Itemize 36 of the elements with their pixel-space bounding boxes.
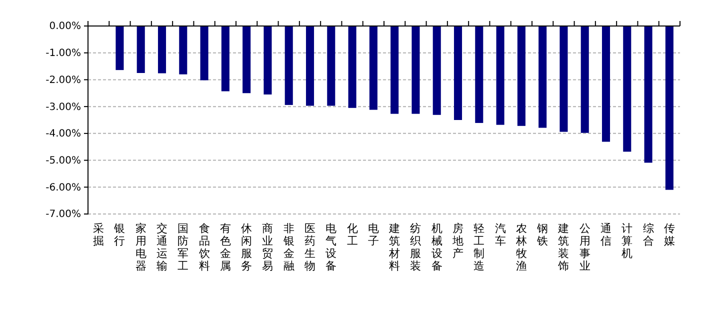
y-tick-label: 0.00% <box>49 21 81 32</box>
x-tick-label: 轻工制造 <box>474 222 485 272</box>
x-tick-label: 国防军工 <box>178 222 189 272</box>
x-tick-label: 建筑材料 <box>388 222 400 272</box>
x-tick-label: 钢铁 <box>536 222 548 248</box>
x-tick-label: 农林牧渔 <box>514 222 527 272</box>
x-tick-label: 休闲服务 <box>241 222 252 272</box>
x-tick-label: 有色金属 <box>220 222 231 272</box>
x-tick-label: 银行 <box>113 222 126 248</box>
x-tick-label: 家用电器 <box>135 222 146 272</box>
x-tick-label: 房地产 <box>452 222 464 260</box>
y-tick-label: -7.00% <box>46 209 81 220</box>
x-tick-label: 医药生物 <box>304 222 316 272</box>
x-tick-label: 公用事业 <box>579 222 590 272</box>
x-tick-label: 机械设备 <box>431 222 442 272</box>
x-tick-label: 汽车 <box>494 222 506 248</box>
y-tick-label: -5.00% <box>46 155 81 166</box>
x-tick-label: 综合 <box>642 222 654 248</box>
x-tick-label: 电子 <box>368 222 379 248</box>
x-tick-label: 商业贸易 <box>262 222 274 272</box>
x-tick-label: 传媒 <box>664 222 675 248</box>
y-tick-label: -4.00% <box>46 128 81 140</box>
x-tick-label: 纺织服装 <box>410 222 422 272</box>
y-tick-label: -1.00% <box>46 48 81 60</box>
x-tick-label: 化工 <box>346 222 358 248</box>
y-tick-label: -2.00% <box>46 74 81 86</box>
y-tick-label: -3.00% <box>46 102 81 113</box>
x-tick-label: 交通运输 <box>156 222 168 272</box>
x-tick-label: 采掘 <box>93 222 104 248</box>
x-tick-label: 电气设备 <box>326 222 337 272</box>
x-tick-label: 通信 <box>600 222 612 248</box>
x-tick-label: 非银金融 <box>282 222 294 272</box>
x-tick-label: 食品饮料 <box>198 222 210 272</box>
x-tick-label: 计算机 <box>622 222 633 260</box>
y-tick-label: -6.00% <box>46 182 81 194</box>
x-tick-label: 建筑装饰 <box>557 222 570 272</box>
